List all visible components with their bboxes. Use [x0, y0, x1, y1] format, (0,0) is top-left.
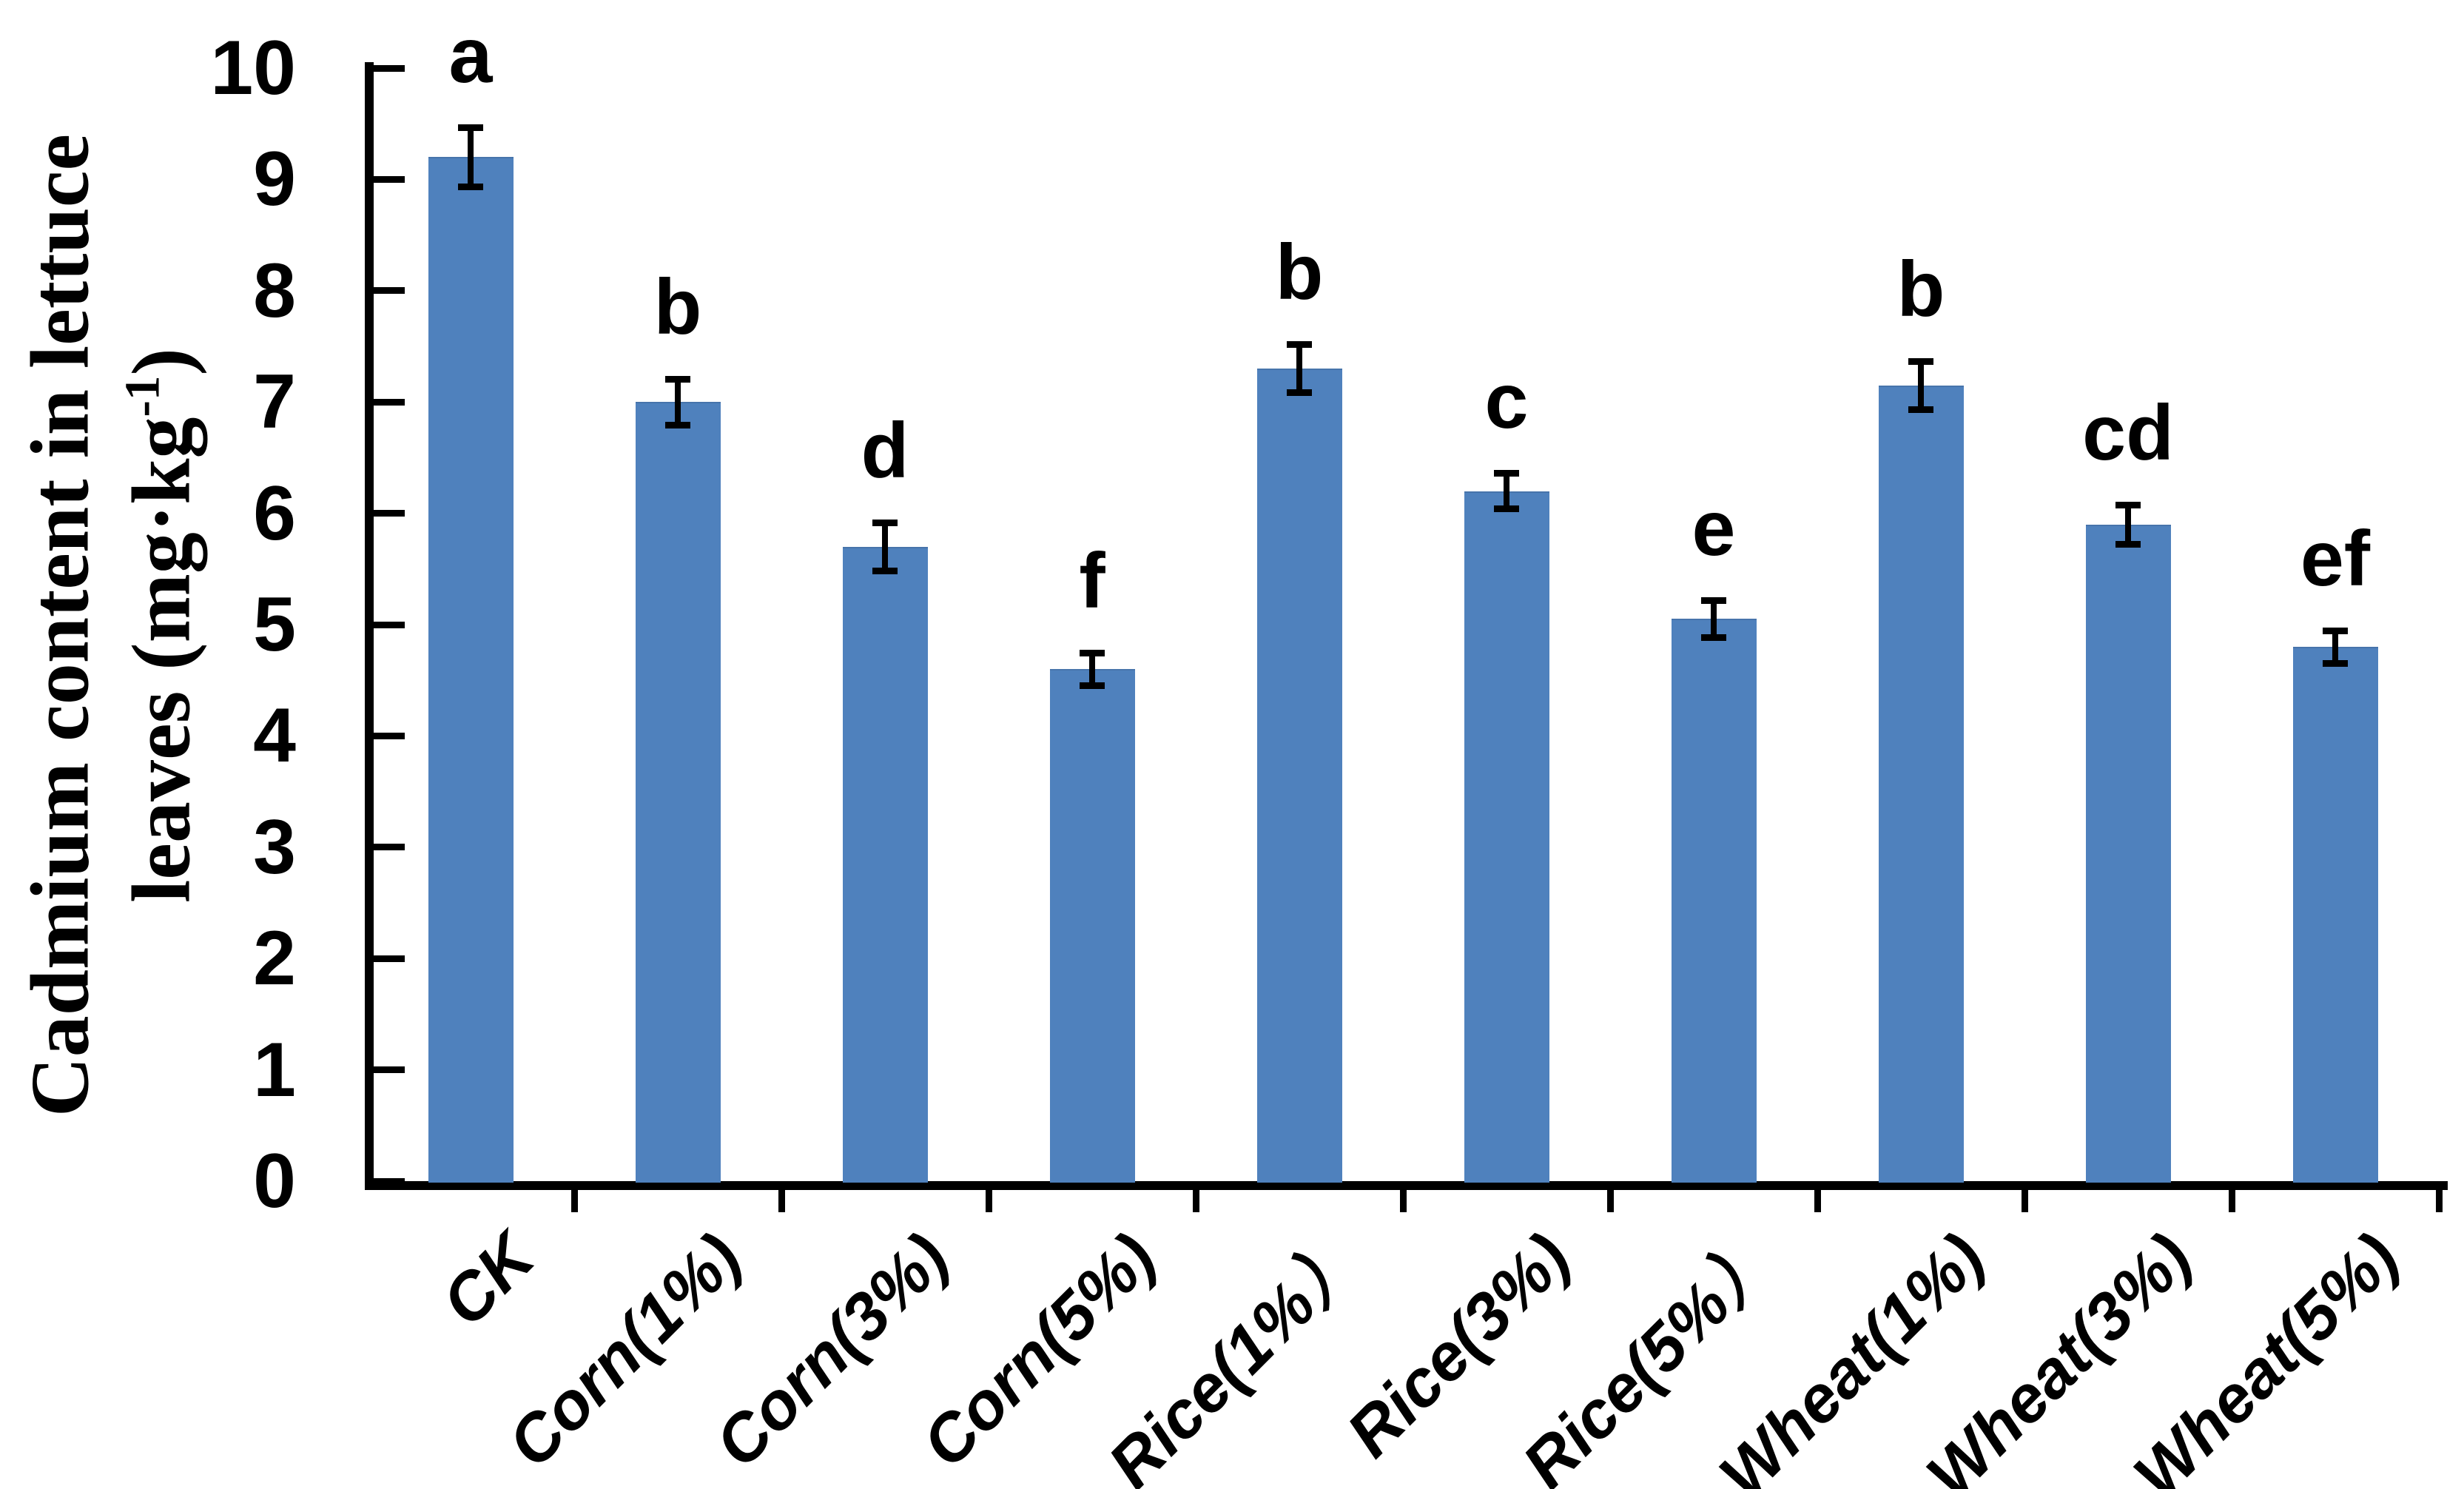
significance-letter: b [653, 263, 702, 351]
y-axis-tick [374, 1177, 405, 1185]
y-axis-tick [374, 287, 405, 295]
error-bar-line [1296, 343, 1302, 394]
error-bar-cap-bottom [1494, 505, 1519, 512]
error-bar-cap-bottom [1701, 634, 1726, 642]
x-axis-tick [778, 1190, 785, 1212]
bar [2085, 524, 2171, 1183]
bar [2292, 647, 2378, 1183]
error-bar-line [1504, 473, 1509, 509]
y-axis-tick [374, 510, 405, 517]
y-axis-tick-label: 4 [253, 693, 296, 779]
y-axis-tick [374, 64, 405, 72]
y-axis-tick [374, 1066, 405, 1074]
error-bar-cap-top [1494, 470, 1519, 477]
x-axis-tick [2022, 1190, 2028, 1212]
y-axis-tick-label: 3 [253, 804, 296, 890]
significance-letter: b [1896, 245, 1945, 333]
bar [842, 546, 928, 1183]
error-bar-line [2125, 504, 2131, 545]
y-axis-tick-label: 9 [253, 136, 296, 223]
error-bar-cap-bottom [458, 183, 483, 190]
y-axis-tick-label: 5 [253, 582, 296, 668]
error-bar-cap-bottom [2115, 540, 2141, 548]
y-axis-tick [374, 955, 405, 962]
y-axis-tick-label: 2 [253, 915, 296, 1002]
significance-letter: ef [2300, 514, 2371, 602]
error-bar-cap-bottom [1287, 389, 1312, 397]
significance-letter: cd [2082, 389, 2174, 477]
bar [1464, 491, 1549, 1183]
x-axis-tick [986, 1190, 992, 1212]
significance-letter: a [448, 11, 493, 99]
significance-letter: b [1275, 228, 1324, 316]
error-bar-cap-top [2115, 501, 2141, 508]
error-bar-line [468, 127, 474, 187]
error-bar-cap-bottom [2323, 659, 2348, 667]
error-bar-line [882, 522, 888, 571]
x-axis-tick [2436, 1190, 2443, 1212]
bar [1049, 669, 1135, 1183]
error-bar-line [1918, 360, 1924, 410]
bar [1256, 369, 1342, 1183]
x-axis-tick [1607, 1190, 1614, 1212]
error-bar-cap-bottom [1080, 682, 1105, 689]
x-axis-category-label: CK [428, 1220, 549, 1341]
y-axis-line [365, 62, 374, 1190]
error-bar-line [1711, 599, 1717, 639]
y-axis-tick-label: 10 [210, 25, 296, 111]
y-axis-tick-label: 8 [253, 247, 296, 334]
significance-letter: e [1692, 484, 1736, 572]
error-bar-cap-top [1701, 596, 1726, 604]
error-bar-cap-bottom [665, 421, 690, 428]
bar [1671, 619, 1757, 1183]
error-bar-cap-top [1908, 357, 1933, 365]
x-axis-line [365, 1181, 2448, 1190]
x-axis-tick [1814, 1190, 1821, 1212]
error-bar-cap-top [665, 375, 690, 383]
y-axis-tick-label: 0 [253, 1138, 296, 1224]
y-axis-tick [374, 175, 405, 183]
significance-letter: f [1079, 537, 1105, 625]
error-bar-cap-bottom [1908, 406, 1933, 413]
error-bar-cap-bottom [872, 567, 898, 574]
y-axis-tick [374, 732, 405, 739]
x-axis-tick [1400, 1190, 1407, 1212]
x-axis-tick [571, 1190, 578, 1212]
y-axis-tick-label: 1 [253, 1026, 296, 1113]
y-axis-tick [374, 621, 405, 628]
y-axis-tick-label: 6 [253, 470, 296, 557]
error-bar-cap-top [458, 124, 483, 131]
error-bar-cap-top [1287, 340, 1312, 348]
error-bar-line [675, 378, 681, 426]
bar [428, 157, 514, 1183]
x-axis-tick [2229, 1190, 2235, 1212]
error-bar-line [1089, 652, 1095, 686]
bar [1878, 385, 1964, 1183]
error-bar-line [2332, 630, 2338, 664]
significance-letter: c [1484, 357, 1529, 446]
significance-letter: d [861, 406, 909, 494]
error-bar-cap-top [2323, 627, 2348, 634]
y-axis-tick [374, 398, 405, 406]
x-axis-tick [1193, 1190, 1199, 1212]
error-bar-cap-top [1080, 649, 1105, 656]
y-axis-tick-label: 7 [253, 359, 296, 446]
bar [635, 402, 721, 1183]
error-bar-cap-top [872, 519, 898, 526]
y-axis-tick [374, 844, 405, 851]
